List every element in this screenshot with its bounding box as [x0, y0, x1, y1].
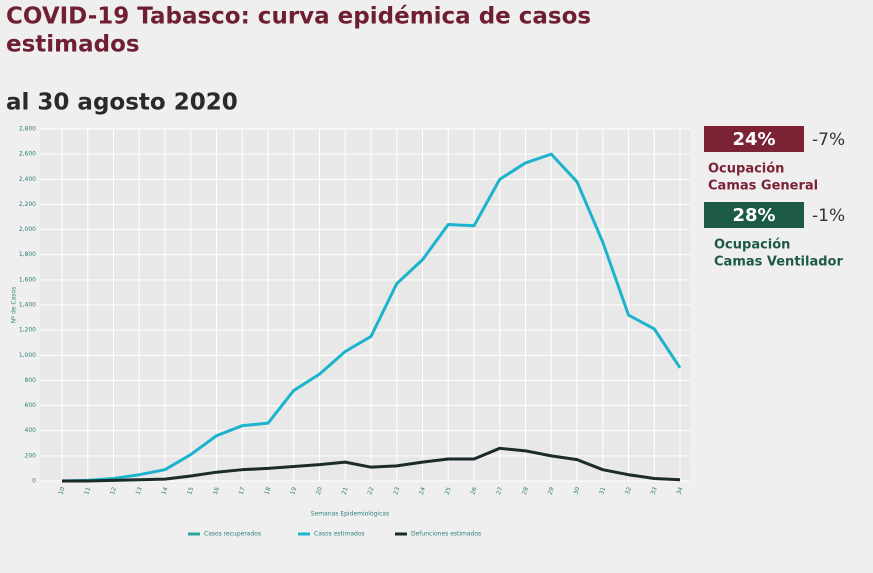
x-tick-label: 24: [418, 486, 427, 496]
y-axis-label: Nº de Casos: [11, 287, 18, 323]
x-tick-label: 33: [650, 486, 659, 496]
indicator-label: Camas General: [708, 179, 818, 194]
y-tick-label: 800: [25, 377, 37, 384]
title-line-1: COVID-19 Tabasco: curva epidémica de cas…: [6, 4, 591, 30]
x-tick-label: 16: [212, 486, 221, 496]
y-tick-label: 0: [32, 478, 36, 485]
indicator-change: -7%: [812, 130, 845, 150]
x-tick-label: 28: [521, 486, 530, 496]
x-tick-label: 23: [392, 486, 401, 496]
y-tick-label: 1,800: [19, 251, 36, 258]
subtitle: al 30 agosto 2020: [6, 90, 238, 116]
legend-label: Defunciones estimados: [411, 531, 481, 538]
x-tick-label: 22: [366, 486, 375, 496]
y-tick-label: 2,800: [19, 126, 36, 133]
indicator-box: [704, 126, 804, 152]
x-tick-label: 18: [263, 486, 272, 496]
y-tick-label: 2,000: [19, 226, 36, 233]
indicator-box: [704, 202, 804, 228]
x-tick-label: 19: [289, 486, 298, 496]
series-line: [61, 152, 682, 483]
x-tick-label: 20: [315, 486, 324, 496]
indicator-label: Ocupación: [714, 238, 790, 253]
x-tick-label: 26: [469, 486, 478, 496]
y-tick-label: 1,400: [19, 302, 36, 309]
x-tick-label: 15: [186, 486, 195, 496]
x-tick-label: 32: [624, 486, 633, 496]
y-tick-label: 1,200: [19, 327, 36, 334]
x-tick-label: 21: [341, 486, 350, 496]
x-tick-label: 29: [547, 486, 556, 496]
x-tick-label: 34: [675, 486, 684, 496]
y-tick-label: 2,200: [19, 201, 36, 208]
y-tick-label: 200: [25, 452, 37, 459]
y-tick-label: 400: [25, 427, 37, 434]
x-tick-label: 13: [135, 486, 144, 496]
x-tick-label: 17: [238, 486, 247, 496]
x-tick-label: 10: [57, 486, 66, 496]
x-tick-label: 12: [109, 486, 118, 496]
x-tick-label: 31: [598, 486, 607, 496]
x-tick-label: 25: [444, 486, 453, 496]
y-tick-label: 600: [25, 402, 37, 409]
legend-label: Casos estimados: [314, 531, 365, 538]
x-tick-label: 30: [572, 486, 581, 496]
title-line-2: estimados: [6, 32, 140, 58]
y-tick-label: 1,600: [19, 276, 36, 283]
indicator-value: 28%: [732, 205, 775, 226]
indicator-label: Camas Ventilador: [714, 255, 843, 270]
x-tick-label: 11: [83, 486, 92, 496]
x-tick-label: 14: [160, 486, 169, 496]
y-tick-label: 2,400: [19, 176, 36, 183]
legend-label: Casos recuperados: [204, 531, 261, 538]
y-tick-label: 1,000: [19, 352, 36, 359]
indicator-change: -1%: [812, 206, 845, 226]
x-tick-label: 27: [495, 486, 504, 496]
indicator-value: 24%: [732, 129, 775, 150]
series-line: [62, 446, 681, 483]
y-tick-label: 2,600: [19, 151, 36, 158]
x-axis-label: Semanas Epidemiológicas: [311, 511, 389, 518]
indicator-label: Ocupación: [708, 162, 784, 177]
